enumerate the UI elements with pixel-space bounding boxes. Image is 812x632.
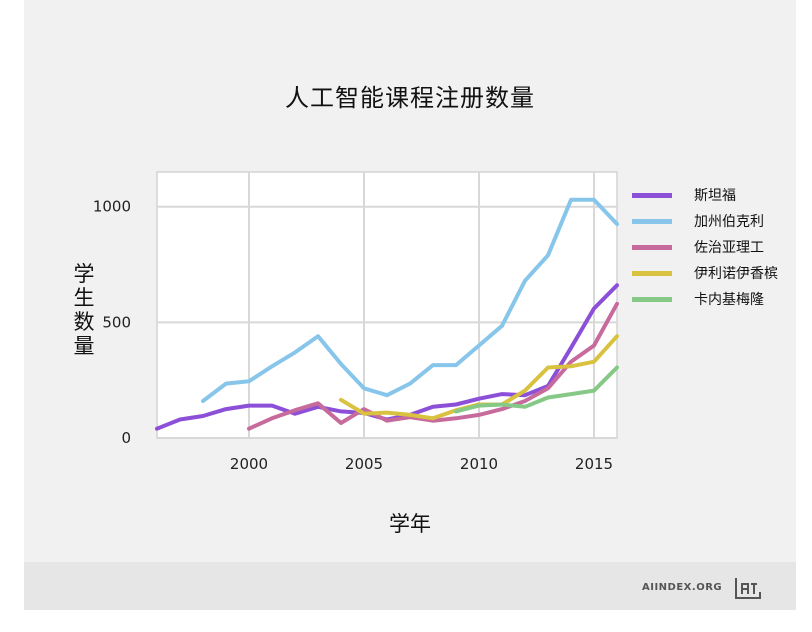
legend-label: 加州伯克利 [694,214,764,230]
y-tick-label: 500 [102,313,131,331]
legend-item: 卡内基梅隆 [632,286,778,312]
legend-label: 卡内基梅隆 [694,292,764,308]
legend-swatch [632,270,672,276]
legend-label: 佐治亚理工 [694,240,764,256]
footer-bar [24,562,796,610]
legend-swatch [632,244,672,250]
series-line [201,197,619,403]
series-line [454,365,619,414]
y-axis-label-char: 量 [73,334,95,358]
x-axis-label: 学年 [389,512,431,536]
legend-item: 加州伯克利 [632,208,778,234]
x-tick-label: 2000 [230,455,268,473]
y-tick-label: 0 [121,429,131,447]
x-tick-label: 2010 [460,455,498,473]
y-axis-label-char: 生 [73,286,95,310]
legend-label: 伊利诺伊香槟 [694,266,778,282]
legend-swatch [632,296,672,302]
legend-swatch [632,192,672,198]
series-line [247,301,619,431]
y-tick-label: 1000 [93,198,131,216]
legend-item: 伊利诺伊香槟 [632,260,778,286]
ai-index-logo-icon [735,578,761,599]
x-tick-label: 2015 [575,455,613,473]
legend: 斯坦福加州伯克利佐治亚理工伊利诺伊香槟 卡内基梅隆 [632,182,778,312]
source-text: AIINDEX.ORG [642,582,723,593]
y-axis-label: 学生数量 [72,262,96,358]
y-axis-label-char: 学 [73,262,95,286]
legend-item: 斯坦福 [632,182,778,208]
legend-item: 佐治亚理工 [632,234,778,260]
legend-swatch [632,218,672,224]
y-axis-label-char: 数 [73,310,95,334]
legend-label: 斯坦福 [694,188,736,204]
x-tick-label: 2005 [345,455,383,473]
chart-title: 人工智能课程注册数量 [285,84,535,112]
